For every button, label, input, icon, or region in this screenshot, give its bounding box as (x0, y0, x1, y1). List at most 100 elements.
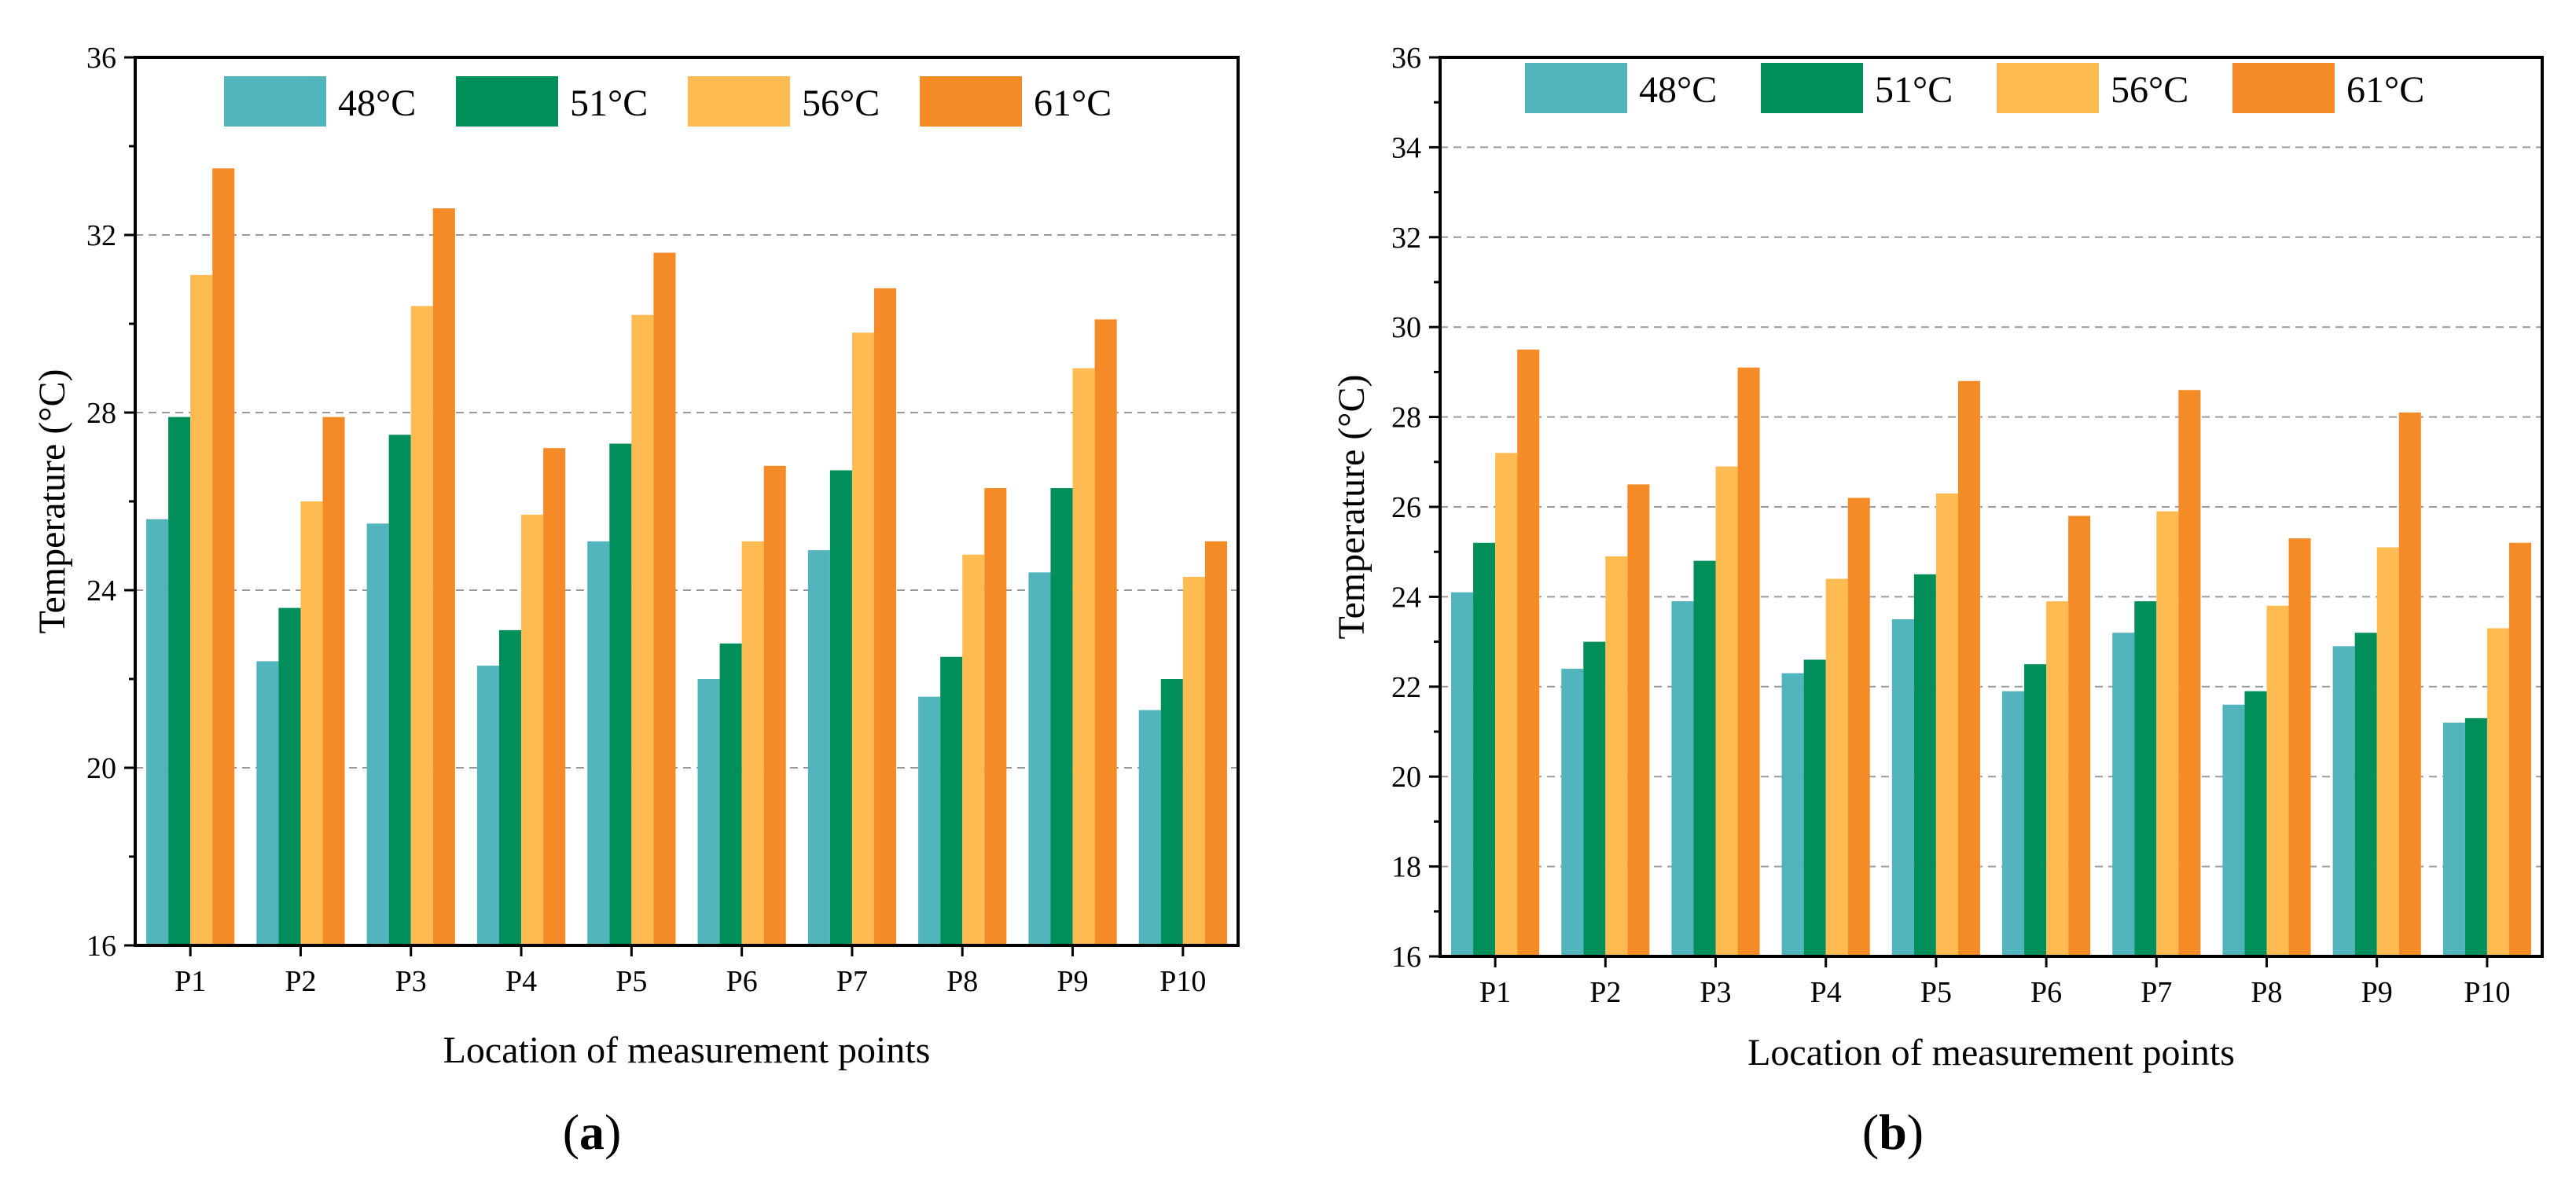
bar-p6-series-3 (2046, 601, 2069, 956)
y-tick-label: 36 (1391, 42, 1421, 75)
bar-p10-series-3 (1182, 577, 1205, 945)
bar-p1-series-2 (1473, 542, 1496, 956)
bar-p5-series-4 (653, 252, 676, 946)
legend: 48°C 51°C 56°C 61°C (224, 76, 1112, 127)
x-tick-label: P10 (1159, 965, 1206, 998)
bar-p7-series-1 (807, 550, 830, 945)
y-tick-label: 32 (86, 219, 116, 252)
panel-letter: a (579, 1104, 604, 1160)
x-tick-label: P7 (2141, 976, 2172, 1009)
bar-p3-series-4 (432, 208, 455, 946)
gridlines (1440, 146, 2542, 868)
bar-p10-series-2 (1160, 679, 1183, 945)
bar-p7-series-2 (829, 470, 852, 945)
bar-p1-series-2 (168, 417, 191, 945)
y-tick-label: 34 (1391, 131, 1421, 164)
bar-p8-series-2 (940, 656, 963, 945)
x-axis-label: Location of measurement points (443, 1029, 931, 1071)
bar-p6-series-1 (2002, 691, 2025, 956)
x-axis-label: Location of measurement points (1747, 1032, 2235, 1073)
bar-p9-series-4 (1094, 319, 1117, 946)
legend-swatch (688, 76, 790, 127)
bar-p5-series-1 (587, 541, 610, 945)
bar-p5-series-3 (1935, 493, 1958, 956)
bar-p10-series-1 (1138, 710, 1161, 945)
bar-p2-series-3 (300, 501, 323, 945)
y-tick-label: 20 (1391, 761, 1421, 794)
bar-p7-series-4 (2178, 390, 2201, 956)
bar-p8-series-3 (962, 554, 985, 945)
legend-swatch (2232, 63, 2335, 113)
bar-p10-series-4 (2508, 542, 2531, 956)
bar-p5-series-2 (609, 443, 632, 945)
bar-p2-series-3 (1605, 556, 1628, 956)
bar-p8-series-1 (2222, 704, 2245, 956)
bar-p10-series-2 (2464, 717, 2487, 956)
legend-label: 51°C (570, 83, 648, 124)
x-tick-label: P4 (505, 965, 537, 998)
bar-p5-series-2 (1913, 574, 1936, 956)
x-tick-label: P4 (1810, 976, 1842, 1009)
x-tick-label: P5 (616, 965, 647, 998)
x-ticks: P1 P2 P3 P4 P5 P6 P7 P8 P9 P10 (1479, 956, 2510, 1009)
bar-p8-series-1 (918, 696, 941, 945)
bar-p10-series-4 (1204, 541, 1227, 945)
bar-p6-series-4 (763, 465, 786, 945)
x-tick-label: P2 (1589, 976, 1621, 1009)
legend-label: 61°C (2346, 69, 2424, 111)
x-tick-label: P3 (395, 965, 427, 998)
legend-swatch (1761, 63, 1863, 113)
bar-p9-series-4 (2398, 412, 2421, 956)
panel-label: (a) (563, 1104, 622, 1160)
y-tick-label: 36 (86, 42, 116, 75)
y-axis-label: Temperature (°C) (1331, 374, 1373, 639)
bar-p9-series-1 (1028, 572, 1051, 945)
bar-p2-series-4 (322, 417, 345, 945)
chart-panel-a: 16 20 24 28 32 36 P1 P2 P3 P4 P5 P6 P7 P8 P9 P10 48°C 5… (31, 42, 1240, 1160)
bar-p2-series-1 (1561, 668, 1584, 956)
bar-p5-series-1 (1891, 619, 1914, 956)
legend-swatch (920, 76, 1022, 127)
y-tick-label: 28 (1391, 402, 1421, 435)
y-tick-label: 30 (1391, 311, 1421, 344)
y-tick-label: 26 (1391, 491, 1421, 524)
bar-p3-series-3 (410, 306, 433, 945)
x-tick-label: P1 (1479, 976, 1511, 1009)
legend-label: 56°C (2111, 69, 2188, 111)
y-tick-label: 16 (1391, 941, 1421, 974)
x-tick-label: P10 (2464, 976, 2510, 1009)
x-tick-label: P6 (726, 965, 758, 998)
y-tick-label: 16 (86, 930, 116, 963)
bar-p9-series-3 (2376, 547, 2399, 956)
bar-p9-series-2 (1050, 488, 1073, 945)
bar-p7-series-2 (2134, 601, 2157, 956)
bar-p6-series-3 (741, 541, 764, 945)
legend-label: 48°C (1639, 69, 1717, 111)
bar-p3-series-4 (1737, 367, 1760, 956)
y-tick-label: 22 (1391, 671, 1421, 704)
bar-p6-series-1 (697, 679, 720, 945)
x-tick-label: P7 (836, 965, 868, 998)
y-axis-label: Temperature (°C) (31, 369, 73, 633)
bar-p1-series-1 (146, 519, 169, 945)
bar-p3-series-3 (1715, 466, 1738, 956)
panel-letter: b (1879, 1104, 1907, 1160)
bar-p6-series-4 (2068, 516, 2091, 956)
x-tick-label: P3 (1700, 976, 1731, 1009)
bar-p4-series-4 (543, 448, 566, 945)
bar-p4-series-3 (521, 514, 544, 945)
bar-p3-series-2 (388, 435, 411, 945)
x-tick-label: P1 (175, 965, 206, 998)
gridlines (135, 234, 1238, 769)
panel-label: (b) (1862, 1104, 1924, 1160)
x-tick-label: P9 (2361, 976, 2393, 1009)
x-tick-label: P9 (1056, 965, 1088, 998)
bar-p7-series-3 (2156, 511, 2179, 956)
bar-p6-series-2 (2024, 664, 2047, 956)
legend-swatch (1997, 63, 2099, 113)
legend-swatch (456, 76, 558, 127)
legend-swatch (224, 76, 326, 127)
y-tick-label: 32 (1391, 222, 1421, 255)
